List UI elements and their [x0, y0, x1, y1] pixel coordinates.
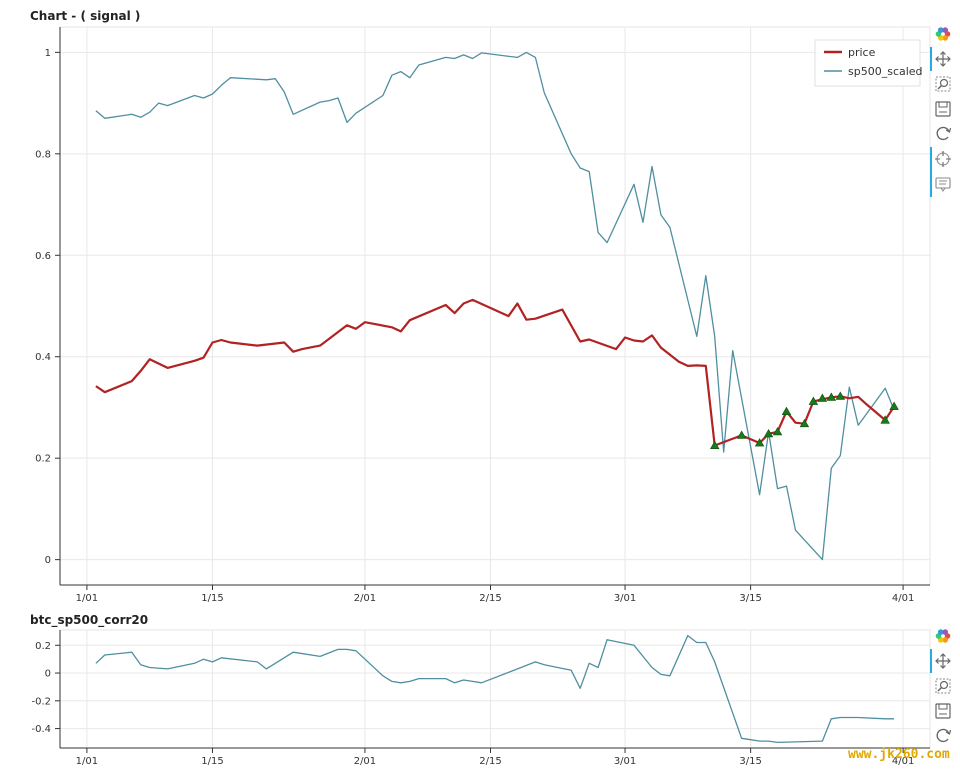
main-x-tick-label: 4/01	[892, 593, 914, 604]
main-series-lines	[95, 51, 896, 561]
main-signal-markers	[710, 391, 899, 449]
signal-marker-triangle	[817, 393, 828, 402]
hover-icon[interactable]	[935, 177, 951, 192]
signal-marker-triangle	[710, 440, 720, 449]
bokeh-logo-icon	[935, 27, 951, 41]
main-x-tick-label: 3/15	[739, 593, 761, 604]
signal-marker-triangle	[736, 430, 747, 439]
signal-marker-triangle	[889, 401, 899, 410]
main-x-ticks: 1/01 1/15 2/01 2/15 3/01 3/15 4/01	[76, 585, 914, 604]
series-line-price	[95, 298, 896, 447]
main-y-tick-label: 0.6	[35, 251, 51, 262]
corr-series-lines	[95, 634, 895, 744]
signal-marker-triangle	[772, 426, 783, 436]
signal-marker-triangle	[880, 415, 890, 424]
corr-x-tick-label: 3/15	[739, 756, 761, 767]
corr-x-tick-label: 2/15	[479, 756, 501, 767]
corr-x-tick-label: 4/01	[892, 756, 914, 767]
signal-marker-triangle	[808, 396, 819, 405]
signal-marker-triangle	[799, 418, 810, 428]
corr-x-tick-label: 3/01	[614, 756, 636, 767]
corr-y-tick-label: 0	[45, 669, 51, 680]
main-toolbar	[930, 27, 952, 197]
legend-label-price: price	[848, 46, 876, 59]
active-tool-indicator	[930, 147, 932, 197]
corr-chart-title: btc_sp500_corr20	[30, 613, 148, 628]
corr-y-tick-label: -0.4	[31, 724, 51, 735]
main-chart-title: Chart - ( signal )	[30, 9, 140, 23]
corr-x-tick-label: 1/15	[201, 756, 223, 767]
corr-x-tick-label: 2/01	[354, 756, 376, 767]
corr-y-tick-label: -0.2	[31, 696, 51, 707]
legend-label-sp500: sp500_scaled	[848, 65, 923, 78]
signal-marker-triangle	[754, 438, 765, 447]
main-chart-grid	[60, 27, 930, 585]
save-icon[interactable]	[935, 101, 951, 117]
corr-y-tick-label: 0.2	[35, 641, 51, 652]
corr-y-ticks: -0.4 -0.2 0 0.2	[31, 641, 60, 735]
corr-toolbar	[930, 629, 952, 743]
main-y-tick-label: 0.2	[35, 454, 51, 465]
main-y-tick-label: 0.8	[35, 149, 51, 160]
save-icon[interactable]	[935, 703, 951, 719]
corr-chart-grid	[60, 630, 930, 748]
pan-icon[interactable]	[935, 653, 951, 669]
main-x-tick-label: 3/01	[614, 593, 636, 604]
main-y-tick-label: 1	[45, 48, 51, 59]
main-x-tick-label: 1/01	[76, 593, 98, 604]
main-y-tick-label: 0.4	[35, 352, 51, 363]
legend-box	[814, 39, 921, 87]
corr-x-tick-label: 1/01	[76, 756, 98, 767]
reset-icon[interactable]	[936, 126, 952, 141]
main-x-tick-label: 2/01	[354, 593, 376, 604]
corr-plot-frame	[59, 629, 931, 749]
bokeh-logo-icon	[935, 629, 951, 643]
main-plot-frame	[59, 26, 931, 586]
box-zoom-icon[interactable]	[935, 678, 951, 694]
active-tool-indicator	[930, 47, 932, 71]
main-x-tick-label: 2/15	[479, 593, 501, 604]
signal-marker-triangle	[763, 429, 774, 438]
main-x-tick-label: 1/15	[201, 593, 223, 604]
series-line-corr20	[95, 634, 895, 744]
signal-marker-triangle	[835, 391, 846, 400]
signal-marker-triangle	[826, 392, 837, 401]
corr-x-ticks: 1/01 1/15 2/01 2/15 3/01 3/15 4/01	[76, 748, 914, 767]
active-tool-indicator	[930, 649, 932, 673]
legend: price sp500_scaled	[814, 39, 923, 87]
pan-icon[interactable]	[935, 51, 951, 67]
main-y-tick-label: 0	[45, 555, 51, 566]
crosshair-icon[interactable]	[935, 151, 951, 167]
main-y-ticks: 0 0.2 0.4 0.6 0.8 1	[35, 48, 60, 566]
signal-marker-triangle	[781, 406, 792, 415]
series-line-sp500-scaled	[95, 51, 895, 561]
watermark: www.jk260.com	[848, 747, 950, 762]
box-zoom-icon[interactable]	[935, 76, 951, 92]
reset-icon[interactable]	[936, 728, 952, 743]
